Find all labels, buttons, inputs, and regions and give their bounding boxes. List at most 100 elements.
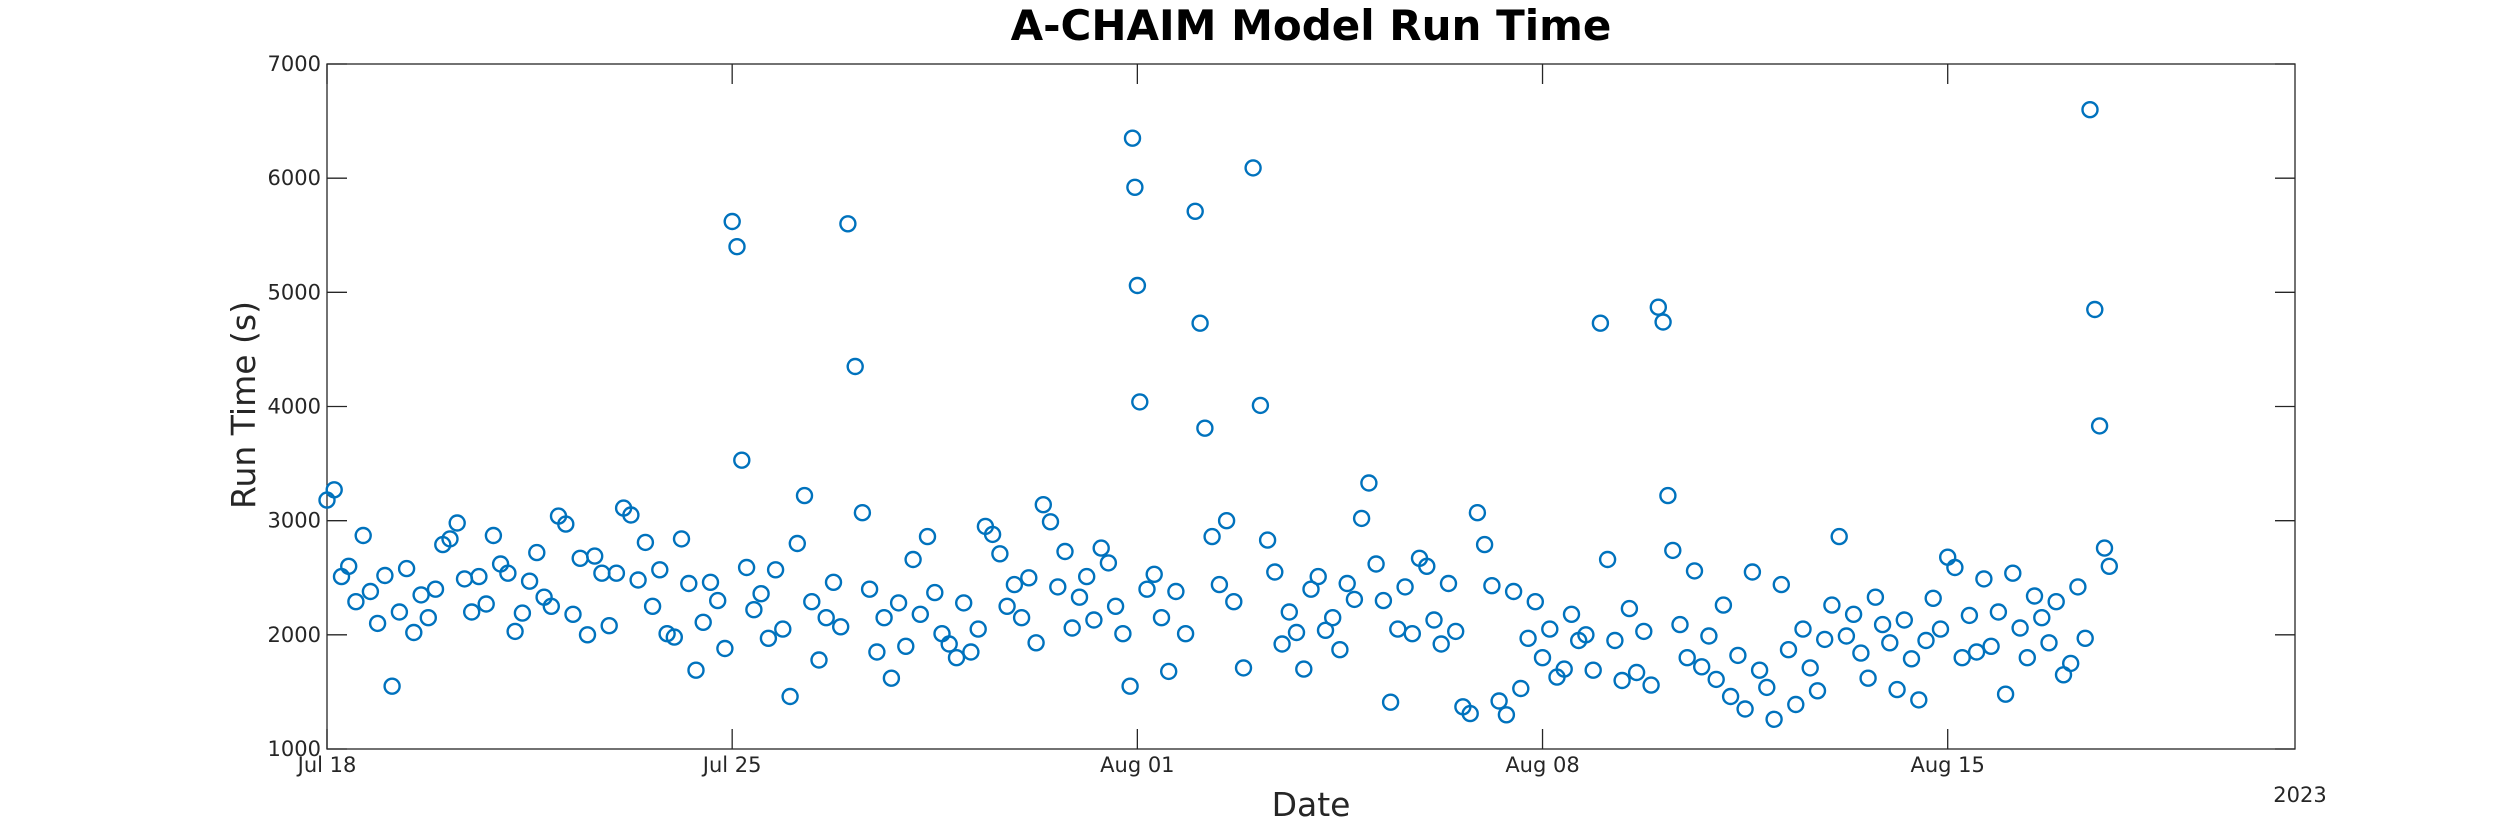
x-tick-label: Aug 01	[1100, 753, 1174, 777]
data-point	[733, 451, 751, 469]
data-point	[2086, 300, 2104, 319]
data-point	[897, 637, 915, 655]
data-point	[947, 649, 966, 667]
data-point	[1056, 542, 1074, 561]
data-point	[1196, 419, 1214, 437]
data-point	[875, 609, 893, 627]
data-point	[586, 547, 604, 565]
data-point	[1895, 611, 1914, 629]
data-point	[1034, 496, 1053, 514]
data-point	[1830, 527, 1848, 546]
data-point	[571, 549, 589, 567]
plot-frame	[326, 63, 2296, 750]
data-point	[1258, 531, 1277, 549]
data-point	[1577, 626, 1595, 644]
data-point	[1063, 619, 1081, 637]
data-point	[1396, 578, 1414, 596]
x-year-label: 2023	[2273, 783, 2326, 807]
data-point	[1203, 527, 1221, 546]
data-point	[1750, 661, 1769, 679]
data-point	[1562, 605, 1581, 623]
data-point	[1027, 634, 1045, 652]
data-point	[1512, 679, 1530, 698]
data-point	[1917, 631, 1935, 650]
data-point	[1620, 599, 1639, 618]
data-point	[680, 574, 698, 593]
data-point	[1323, 609, 1342, 627]
y-axis-label: Run Time (s)	[224, 301, 263, 509]
data-point	[1866, 588, 1885, 606]
plot-axes: 1000 2000 3000 4000 5000 6000 7000 Jul 18 Jul 25…	[268, 52, 2296, 777]
data-point	[376, 566, 394, 585]
data-point	[1692, 658, 1711, 676]
data-point	[745, 601, 763, 619]
data-point	[955, 594, 973, 612]
data-point	[1005, 575, 1024, 594]
y-tick-label: 1000	[268, 737, 321, 761]
data-point	[687, 661, 705, 679]
data-point	[1490, 692, 1508, 710]
data-point	[1020, 569, 1038, 587]
data-point	[361, 582, 380, 601]
data-point	[1152, 609, 1171, 627]
data-point	[1167, 582, 1185, 601]
data-point	[1707, 670, 1725, 689]
data-point	[1287, 623, 1306, 642]
data-point	[701, 573, 720, 591]
data-point	[629, 571, 647, 589]
data-point	[933, 625, 951, 643]
data-point	[1598, 550, 1617, 569]
data-point	[788, 534, 806, 553]
data-point	[1138, 580, 1156, 598]
data-point	[477, 595, 495, 613]
data-point	[1504, 582, 1523, 601]
data-point	[470, 567, 488, 586]
data-point	[1131, 393, 1149, 411]
data-point	[412, 586, 430, 604]
data-point	[1808, 682, 1827, 700]
data-point	[1938, 548, 1957, 566]
data-point	[1721, 687, 1740, 706]
data-point	[383, 677, 401, 695]
data-point	[1446, 622, 1465, 641]
data-point	[2047, 593, 2065, 611]
data-point	[911, 605, 929, 623]
x-tick-label: Aug 08	[1505, 753, 1579, 777]
data-point	[1555, 660, 1573, 678]
data-point	[499, 564, 517, 582]
data-point	[839, 215, 857, 233]
data-point	[1815, 630, 1834, 649]
data-point	[1787, 695, 1805, 714]
data-point	[1210, 575, 1229, 594]
data-point	[1244, 159, 1262, 177]
data-point	[1280, 603, 1299, 621]
data-point	[368, 614, 387, 633]
data-point	[528, 543, 546, 562]
data-point	[426, 580, 445, 598]
data-point	[1873, 615, 1892, 634]
x-tick-label: Jul 25	[701, 753, 762, 777]
data-point	[795, 486, 814, 505]
data-point	[636, 533, 655, 552]
data-point	[1659, 486, 1677, 505]
data-point	[1389, 620, 1407, 638]
data-point	[1765, 710, 1783, 728]
data-point	[1468, 504, 1487, 522]
data-point	[889, 594, 908, 612]
data-points	[318, 100, 2119, 728]
data-point	[1960, 606, 1979, 625]
data-point	[441, 530, 459, 548]
y-tick-label: 6000	[268, 166, 321, 190]
data-point	[723, 212, 741, 231]
data-point	[542, 597, 560, 615]
data-point	[1403, 625, 1422, 643]
data-point	[1823, 596, 1841, 614]
data-point	[752, 585, 770, 603]
data-point	[557, 515, 575, 533]
data-point	[774, 620, 792, 638]
data-point	[2095, 539, 2114, 557]
data-point	[998, 597, 1016, 615]
data-point	[1772, 575, 1791, 594]
data-point	[1432, 635, 1450, 653]
data-point	[2061, 654, 2080, 673]
